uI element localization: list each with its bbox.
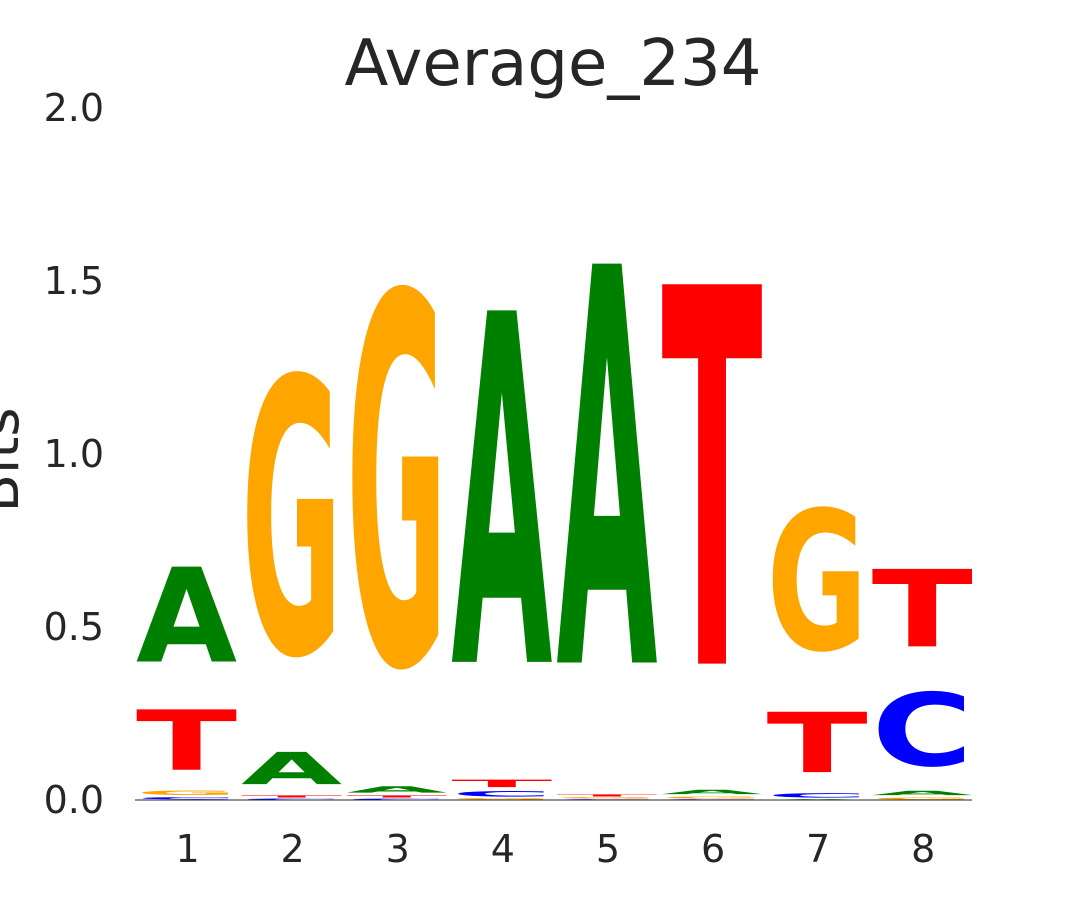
logo-letter-t: T — [241, 795, 342, 798]
x-ticks: 1 2 3 4 5 6 7 8 — [175, 827, 935, 871]
chart-title: Average_234 — [345, 27, 762, 101]
logo-letter-c: C — [872, 673, 973, 790]
logo-letter-t: T — [767, 696, 868, 792]
logo-letter-c: C — [136, 797, 237, 800]
y-tick-label: 1.5 — [44, 259, 104, 303]
logo-letter-a: A — [241, 743, 342, 795]
logo-letter-a: A — [136, 541, 237, 693]
logo-letter-t: T — [872, 548, 973, 672]
logo-letter-c: C — [346, 798, 447, 800]
logo-letter-a: A — [872, 790, 974, 797]
logo-letter-g: G — [451, 798, 552, 800]
logo-letter-a: A — [767, 799, 869, 800]
x-tick-label: 4 — [491, 827, 515, 871]
logo-letter-g: G — [346, 192, 447, 783]
x-tick-label: 6 — [701, 827, 725, 871]
logo-letter-g: G — [556, 797, 657, 799]
logo-letter-c: C — [767, 792, 868, 799]
y-tick-label: 1.0 — [44, 432, 104, 476]
logo-letter-t: T — [451, 777, 553, 789]
y-axis-label: Bits — [0, 407, 32, 512]
logo-letter-c: C — [241, 798, 342, 800]
logo-letter-t: T — [136, 694, 237, 790]
logo-letter-c: C — [662, 799, 763, 800]
logo-letter-g: G — [136, 790, 237, 797]
logo-letter-g: G — [767, 472, 868, 696]
logo-letter-a: A — [556, 155, 658, 792]
logo-letter-g: G — [872, 797, 973, 800]
x-tick-label: 5 — [596, 827, 620, 871]
logo-letter-a: A — [662, 789, 764, 796]
logo-letter-a: A — [451, 215, 553, 776]
logo-letter-t: T — [346, 795, 447, 798]
x-tick-label: 1 — [175, 827, 199, 871]
y-tick-label: 2.0 — [44, 86, 104, 130]
x-tick-label: 8 — [911, 827, 935, 871]
logo-letter-t: T — [662, 182, 764, 787]
x-tick-label: 7 — [806, 827, 830, 871]
y-tick-label: 0.5 — [44, 605, 104, 649]
logo-letter-c: C — [556, 799, 657, 800]
y-ticks: 0.0 0.5 1.0 1.5 2.0 — [44, 86, 104, 822]
logo-letter-g: G — [662, 796, 763, 799]
logo-letter-a: A — [346, 784, 448, 794]
logo-letter-t: T — [556, 794, 657, 797]
logo-letter-g: G — [241, 302, 342, 742]
logo-letter-c: C — [451, 790, 552, 799]
y-tick-label: 0.0 — [44, 778, 104, 822]
x-tick-label: 3 — [386, 827, 410, 871]
x-tick-label: 2 — [281, 827, 305, 871]
